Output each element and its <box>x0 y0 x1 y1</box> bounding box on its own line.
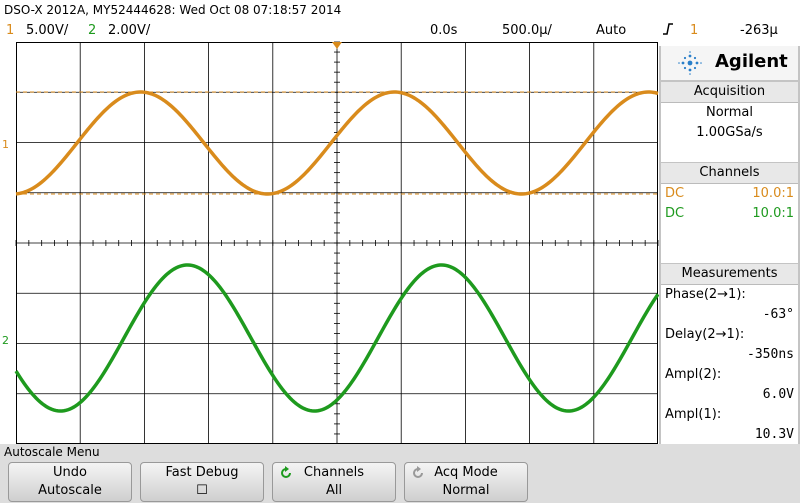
ch1-ground-marker: 1 <box>2 138 9 151</box>
measurement-label: Delay(2→1): <box>661 325 798 345</box>
softkey-value: Normal <box>405 483 527 498</box>
measurements-box[interactable]: Measurements Phase(2→1): -63° Delay(2→1)… <box>661 264 798 444</box>
trigger-level[interactable]: -263µ <box>740 20 778 42</box>
brand-logo-box: Agilent <box>661 46 798 80</box>
channels-button[interactable]: Channels All <box>272 462 396 502</box>
agilent-spark-icon <box>677 50 703 76</box>
measurement-label: Ampl(1): <box>661 405 798 425</box>
trigger-position-marker <box>332 42 342 49</box>
measurement-label: Phase(2→1): <box>661 285 798 305</box>
waveform-graticule: 12 <box>16 42 658 444</box>
channel-1-coupling: DC <box>665 186 684 201</box>
ch1-scale[interactable]: 5.00V/ <box>26 20 68 42</box>
brand-name: Agilent <box>715 51 788 72</box>
channel-1-row: DC 10.0:1 <box>661 184 798 204</box>
window-title: DSO-X 2012A, MY52444628: Wed Oct 08 07:1… <box>0 0 800 20</box>
acq-mode-button[interactable]: Acq Mode Normal <box>404 462 528 502</box>
measurement-label: Ampl(2): <box>661 365 798 385</box>
acquisition-heading: Acquisition <box>661 82 798 103</box>
acquisition-box[interactable]: Acquisition Normal 1.00GSa/s <box>661 82 798 162</box>
info-panel: Agilent Acquisition Normal 1.00GSa/s Cha… <box>659 46 800 444</box>
undo-autoscale-button[interactable]: Undo Autoscale <box>8 462 132 502</box>
channels-heading: Channels <box>661 163 798 184</box>
measurement-value: 6.0V <box>661 385 798 405</box>
channel-2-probe: 10.0:1 <box>752 204 794 224</box>
softkey-menu: Autoscale Menu Undo Autoscale Fast Debug… <box>0 444 800 503</box>
menu-title: Autoscale Menu <box>4 444 100 460</box>
time-scale[interactable]: 500.0µ/ <box>502 20 552 42</box>
checkbox-icon: ☐ <box>141 483 263 498</box>
status-bar: 1 5.00V/ 2 2.00V/ 0.0s 500.0µ/ Auto 1 -2… <box>0 20 800 42</box>
softkey-label: Channels <box>273 465 395 480</box>
measurement-value: -63° <box>661 305 798 325</box>
trigger-source[interactable]: 1 <box>690 20 698 42</box>
rising-edge-icon <box>662 21 674 45</box>
softkey-label: Undo <box>9 465 131 480</box>
ch2-ground-marker: 2 <box>2 334 9 347</box>
softkey-label: Acq Mode <box>405 465 527 480</box>
trigger-mode[interactable]: Auto <box>596 20 626 42</box>
measurement-value: -350ns <box>661 345 798 365</box>
softkey-label: Fast Debug <box>141 465 263 480</box>
measurement-value: 10.3V <box>661 425 798 445</box>
channel-2-coupling: DC <box>665 206 684 221</box>
acquisition-rate: 1.00GSa/s <box>661 123 798 143</box>
ch2-scale[interactable]: 2.00V/ <box>108 20 150 42</box>
measurements-heading: Measurements <box>661 264 798 285</box>
channels-box[interactable]: Channels DC 10.0:1 DC 10.0:1 <box>661 163 798 263</box>
time-position[interactable]: 0.0s <box>430 20 457 42</box>
ch1-number[interactable]: 1 <box>6 20 14 42</box>
channel-1-probe: 10.0:1 <box>752 184 794 204</box>
acquisition-mode: Normal <box>661 103 798 123</box>
ch2-number[interactable]: 2 <box>88 20 96 42</box>
softkey-value: Autoscale <box>9 483 131 498</box>
fast-debug-button[interactable]: Fast Debug ☐ <box>140 462 264 502</box>
channel-2-row: DC 10.0:1 <box>661 204 798 224</box>
softkey-value: All <box>273 483 395 498</box>
